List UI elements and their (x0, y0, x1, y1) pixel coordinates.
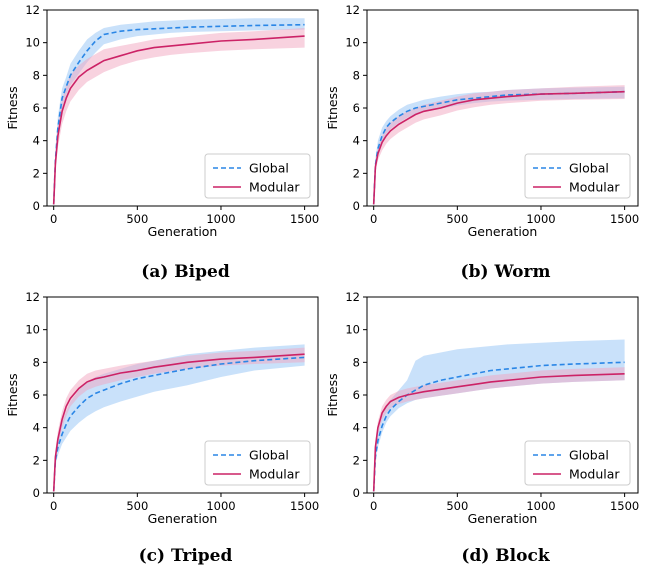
x-tick-label: 1500 (610, 499, 639, 513)
x-tick-label: 500 (446, 212, 468, 226)
y-tick-label: 10 (25, 36, 40, 50)
modular-confidence-band (373, 85, 625, 206)
y-axis-label: Fitness (325, 86, 340, 129)
global-legend-label: Global (569, 161, 609, 176)
chart-panel-1: 0 500 1000 1500 0 2 4 6 8 10 12 Generation Fitness Gl… (5, 3, 319, 282)
global-series-line (372, 90, 625, 205)
x-tick-label: 0 (370, 499, 377, 513)
y-axis-label: Fitness (5, 86, 20, 129)
x-tick-label: 500 (126, 499, 148, 513)
x-axis-label: Generation (148, 511, 218, 526)
y-tick-label: 12 (345, 3, 360, 17)
subfigure-caption: (a) Biped (141, 262, 230, 282)
y-tick-label: 0 (33, 486, 40, 500)
y-tick-label: 10 (345, 323, 360, 337)
x-axis-label: Generation (468, 511, 538, 526)
plot-area (372, 85, 625, 206)
subfigure-caption: (d) Block (461, 546, 550, 566)
plot-area (372, 339, 625, 493)
y-tick-label: 4 (33, 421, 40, 435)
modular-legend-label: Modular (249, 180, 300, 195)
subfigure-caption: (b) Worm (461, 262, 551, 282)
modular-confidence-band (53, 347, 305, 493)
x-tick-label: 0 (370, 212, 377, 226)
legend: Global Modular (204, 153, 311, 199)
x-tick-label: 1000 (206, 212, 235, 226)
x-axis-label: Generation (468, 224, 538, 239)
plot-area (52, 18, 305, 206)
y-tick-label: 2 (33, 166, 40, 180)
y-tick-label: 0 (353, 486, 360, 500)
modular-series-line (52, 35, 305, 205)
x-axis-label: Generation (148, 224, 218, 239)
y-tick-label: 12 (345, 290, 360, 304)
global-series-line (372, 361, 625, 492)
y-tick-label: 10 (345, 36, 360, 50)
y-axis-label: Fitness (5, 373, 20, 416)
y-tick-label: 4 (353, 134, 360, 148)
chart-panel-4: 0 500 1000 1500 0 2 4 6 8 10 12 Generation Fitness Gl… (325, 290, 639, 566)
modular-confidence-band (373, 367, 625, 493)
chart-panel-3: 0 500 1000 1500 0 2 4 6 8 10 12 Generation Fitness Gl… (5, 290, 319, 566)
y-tick-label: 0 (33, 199, 40, 213)
y-tick-label: 6 (353, 388, 360, 402)
modular-series-line (372, 90, 625, 205)
modular-confidence-band (53, 28, 305, 206)
global-series-line (52, 23, 305, 205)
chart-panel-2: 0 500 1000 1500 0 2 4 6 8 10 12 Generation Fitness Gl… (325, 3, 639, 282)
global-legend-label: Global (249, 448, 289, 463)
modular-legend-label: Modular (569, 180, 620, 195)
modular-legend-label: Modular (249, 467, 300, 482)
x-tick-label: 500 (446, 499, 468, 513)
global-series-line (52, 356, 305, 492)
y-tick-label: 8 (353, 68, 360, 82)
y-tick-label: 4 (33, 134, 40, 148)
global-legend-label: Global (569, 448, 609, 463)
plot-area (52, 344, 305, 493)
y-tick-label: 0 (353, 199, 360, 213)
global-legend-label: Global (249, 161, 289, 176)
y-tick-label: 6 (33, 101, 40, 115)
modular-series-line (52, 353, 305, 492)
modular-series-line (372, 373, 625, 492)
legend: Global Modular (524, 440, 631, 486)
modular-legend-label: Modular (569, 467, 620, 482)
subfigure-caption: (c) Triped (139, 546, 233, 566)
legend: Global Modular (204, 440, 311, 486)
x-tick-label: 0 (50, 499, 57, 513)
y-axis-label: Fitness (325, 373, 340, 416)
y-tick-label: 10 (25, 323, 40, 337)
y-tick-label: 2 (353, 166, 360, 180)
y-tick-label: 12 (25, 3, 40, 17)
y-tick-label: 12 (25, 290, 40, 304)
y-tick-label: 6 (33, 388, 40, 402)
legend: Global Modular (524, 153, 631, 199)
x-tick-label: 1000 (526, 499, 555, 513)
x-tick-label: 1500 (290, 499, 319, 513)
x-tick-label: 1000 (526, 212, 555, 226)
x-tick-label: 500 (126, 212, 148, 226)
y-tick-label: 2 (33, 453, 40, 467)
y-tick-label: 8 (33, 355, 40, 369)
x-tick-label: 1000 (206, 499, 235, 513)
x-tick-label: 1500 (290, 212, 319, 226)
x-tick-label: 0 (50, 212, 57, 226)
global-confidence-band (53, 344, 305, 493)
y-tick-label: 6 (353, 101, 360, 115)
x-tick-label: 1500 (610, 212, 639, 226)
y-tick-label: 8 (353, 355, 360, 369)
y-tick-label: 4 (353, 421, 360, 435)
y-tick-label: 2 (353, 453, 360, 467)
y-tick-label: 8 (33, 68, 40, 82)
